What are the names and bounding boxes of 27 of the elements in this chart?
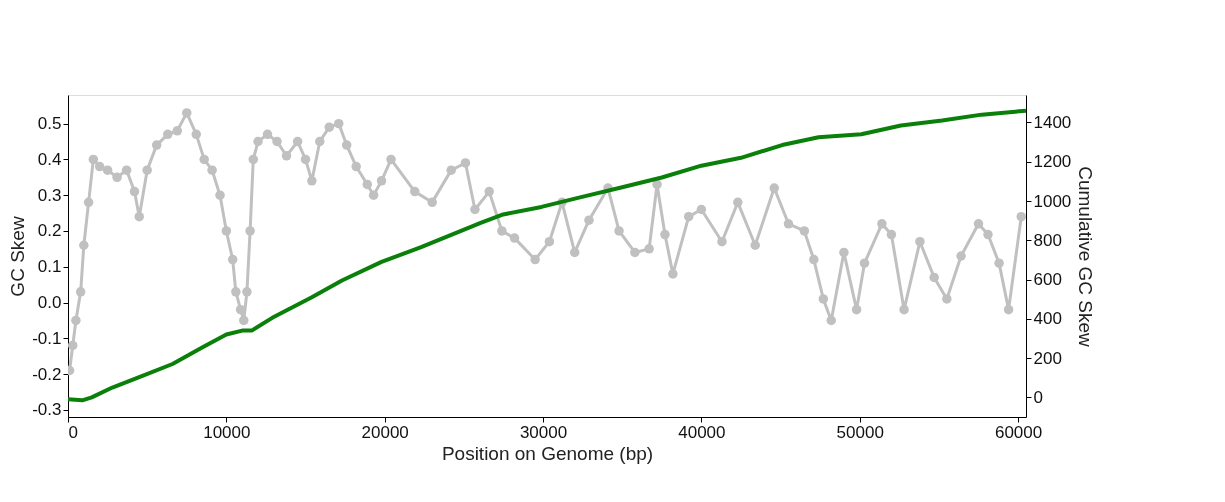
y2-tick-label: 600 [1033, 270, 1062, 290]
x-axis-title: Position on Genome (bp) [441, 442, 654, 464]
x-tick-label: 60000 [994, 422, 1043, 442]
y-tick-label: 0.5 [37, 114, 62, 134]
y-tick-label: 0.2 [37, 221, 62, 241]
x-tick-label: 20000 [361, 422, 409, 442]
y-axis-title: GC Skew [7, 216, 29, 297]
y2-tick-label: 0 [1033, 387, 1043, 407]
y-tick-label: -0.2 [32, 364, 62, 384]
x-tick-label: 50000 [836, 422, 884, 442]
y-tick-label: -0.3 [32, 400, 62, 420]
y-tick-label: 0.1 [37, 257, 62, 277]
y2-tick-label: 1200 [1033, 152, 1072, 172]
y2-tick-label: 400 [1033, 309, 1062, 329]
y2-axis-title: Cumulative GC Skew [1075, 166, 1097, 348]
y-tick-label: -0.1 [32, 328, 62, 348]
y-tick-label: 0.4 [37, 149, 62, 169]
x-tick-label: 30000 [519, 422, 568, 442]
y2-tick-label: 1000 [1033, 191, 1072, 211]
x-tick-label: 0 [68, 422, 78, 442]
x-tick-label: 40000 [678, 422, 726, 442]
y2-tick-label: 800 [1033, 230, 1062, 250]
y2-tick-label: 200 [1033, 348, 1062, 368]
y-tick-label: 0.3 [37, 185, 62, 205]
y-tick-label: 0.0 [37, 293, 62, 313]
x-tick-label: 10000 [203, 422, 251, 442]
y2-tick-label: 1400 [1033, 112, 1072, 132]
